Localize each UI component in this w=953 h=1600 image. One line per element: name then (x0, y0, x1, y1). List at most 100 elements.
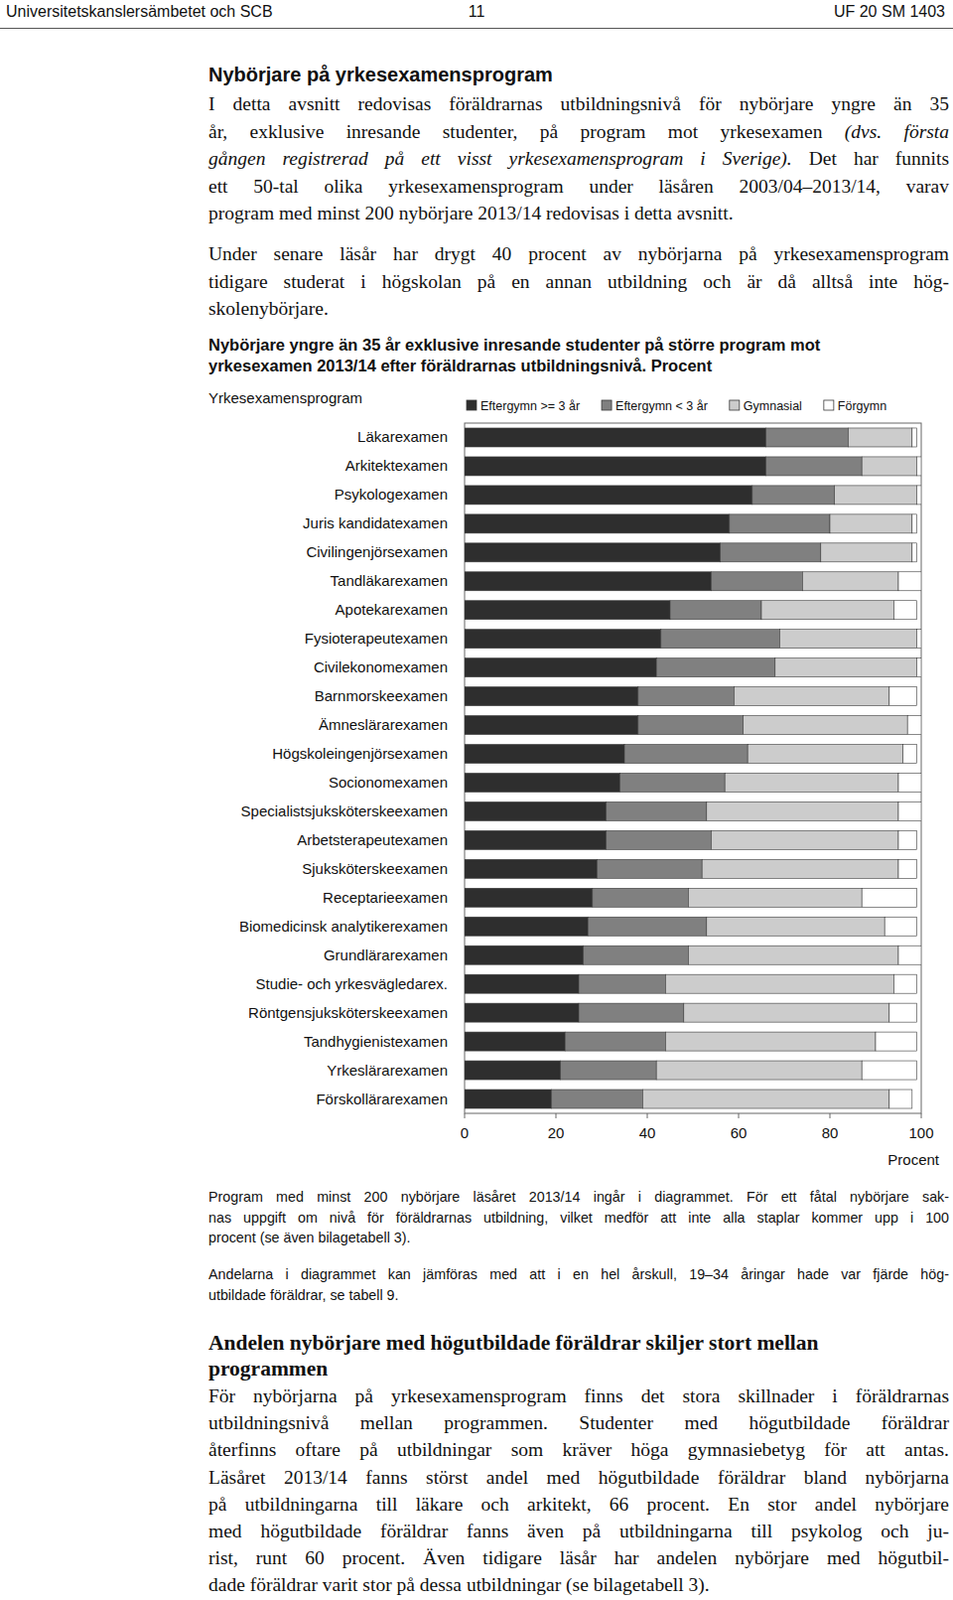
bar-segment (829, 514, 913, 534)
bar-segment (665, 1031, 876, 1051)
bar-segment (464, 973, 579, 993)
bar-segment (687, 887, 862, 907)
bar-segment (724, 772, 899, 792)
bar-segment (907, 715, 922, 735)
header-rule (0, 27, 953, 29)
bar-segment (464, 801, 607, 820)
paragraph-line: Läsåret 2013/14 fanns störst andel med h… (208, 1465, 950, 1490)
bar-segment (912, 543, 918, 562)
category-label: Studie- och yrkesvägledarex. (256, 974, 448, 992)
text-run: gången registrerad på ett visst yrkesexa… (208, 147, 793, 169)
bar-segment (884, 916, 917, 936)
category-label: Läkarexamen (357, 427, 448, 445)
bar-segment (802, 571, 899, 591)
category-label: Civilingenjörsexamen (305, 543, 448, 560)
paragraph-line: skolenybörjare. (208, 296, 950, 321)
paragraph-line: tidigare studerat i högskolan på en anna… (208, 270, 950, 294)
bar-segment (916, 658, 922, 678)
bar-segment (592, 887, 689, 907)
tick-label: 0 (460, 1123, 469, 1141)
legend-label: Gymnasial (743, 399, 803, 413)
bar-segment (743, 715, 909, 735)
note-line: Program med minst 200 nybörjare läsåret … (208, 1187, 950, 1206)
text-run: ett 50-tal olika yrkesexamensprogram und… (208, 175, 950, 197)
paragraph-line: med högutbildade föräldrar fanns även på… (208, 1518, 950, 1543)
category-label: Sjuksköterskeexamen (301, 859, 448, 877)
bar-segment (656, 1060, 862, 1080)
note-line: utbildade föräldrar, se tabell 9. (208, 1285, 950, 1304)
tick (738, 1112, 740, 1118)
paragraph-line: år, exklusive inresande studenter, på pr… (208, 120, 950, 144)
bar-segment (875, 1031, 917, 1051)
text-run: skolenybörjare. (208, 297, 329, 319)
bar-segment (847, 427, 912, 447)
category-label: Fysioterapeutexamen (304, 629, 448, 647)
bar-segment (464, 1002, 579, 1022)
y-axis-label: Yrkesexamensprogram (208, 389, 363, 407)
bar-segment (656, 658, 776, 678)
category-label: Receptarieexamen (322, 888, 448, 906)
x-axis-label: Procent (887, 1150, 941, 1168)
bar-segment (661, 629, 781, 649)
bar-segment (583, 945, 689, 964)
bar-segment (464, 600, 671, 620)
bar-segment (834, 485, 918, 505)
header-right: UF 20 SM 1403 (833, 2, 946, 21)
note-line: procent (se även bilagetabell 3). (208, 1227, 950, 1246)
tick-label: 20 (547, 1123, 565, 1141)
chart: LäkarexamenArkitektexamenPsykologexamenJ… (0, 0, 953, 1600)
bar-segment (820, 543, 913, 562)
bar-segment (642, 1089, 889, 1108)
page-number: 11 (436, 2, 517, 21)
paragraph-line: på utbildningarna till läkare och arkite… (208, 1492, 950, 1516)
bar-segment (710, 829, 899, 849)
category-label: Tandhygienistexamen (303, 1032, 448, 1050)
category-label: Specialistsjuksköterskeexamen (241, 802, 448, 819)
category-label: Högskoleingenjörsexamen (272, 744, 448, 762)
paragraph-line: dade föräldrar varit stor på dessa utbil… (208, 1572, 950, 1597)
bar-segment (898, 772, 922, 792)
bar-segment (761, 600, 894, 620)
bar-segment (889, 1002, 918, 1022)
tick (921, 1112, 923, 1118)
category-label: Biomedicinsk analytikerexamen (239, 917, 448, 935)
legend-swatch (601, 400, 612, 410)
category-label: Ämneslärarexamen (318, 715, 448, 733)
category-label: Apotekarexamen (335, 600, 448, 618)
bar-segment (683, 1002, 890, 1022)
bar-segment (775, 658, 918, 678)
bar-segment (464, 629, 662, 649)
legend-label: Eftergymn >= 3 år (480, 399, 580, 413)
bars (464, 427, 922, 1108)
bar-segment (903, 744, 918, 764)
bar-segment (578, 1002, 684, 1022)
tick (555, 1112, 557, 1118)
legend-swatch (729, 400, 740, 410)
legend-swatch (466, 400, 477, 410)
bar-segment (766, 456, 863, 476)
bar-segment (464, 772, 620, 792)
text-run: I detta avsnitt redovisas föräldrarnas u… (208, 93, 950, 115)
bar-segment (624, 744, 748, 764)
category-label: Arkitektexamen (345, 456, 448, 474)
paragraph-line: I detta avsnitt redovisas föräldrarnas u… (208, 92, 950, 117)
chart-title: Nybörjare yngre än 35 år exklusive inres… (208, 335, 820, 355)
paragraph-line: Under senare läsår har drygt 40 procent … (208, 242, 950, 267)
bar-segment (912, 514, 918, 534)
tick-label: 60 (730, 1123, 748, 1141)
bar-segment (665, 973, 894, 993)
bar-segment (578, 973, 666, 993)
paragraph-line: utbildningsnivå mellan programmen. Stude… (208, 1410, 950, 1435)
bar-segment (464, 571, 711, 591)
bar-segment (729, 514, 830, 534)
bar-segment (766, 427, 849, 447)
bar-segment (733, 686, 889, 706)
bar-segment (464, 1060, 561, 1080)
section2-heading: Andelen nybörjare med högutbildade föräl… (208, 1330, 819, 1356)
bar-segment (916, 485, 922, 505)
category-label: Juris kandidatexamen (302, 514, 448, 532)
bar-segment (550, 1089, 643, 1108)
bar-segment (889, 686, 918, 706)
category-label: Arbetsterapeutexamen (296, 830, 448, 848)
bar-segment (752, 485, 835, 505)
